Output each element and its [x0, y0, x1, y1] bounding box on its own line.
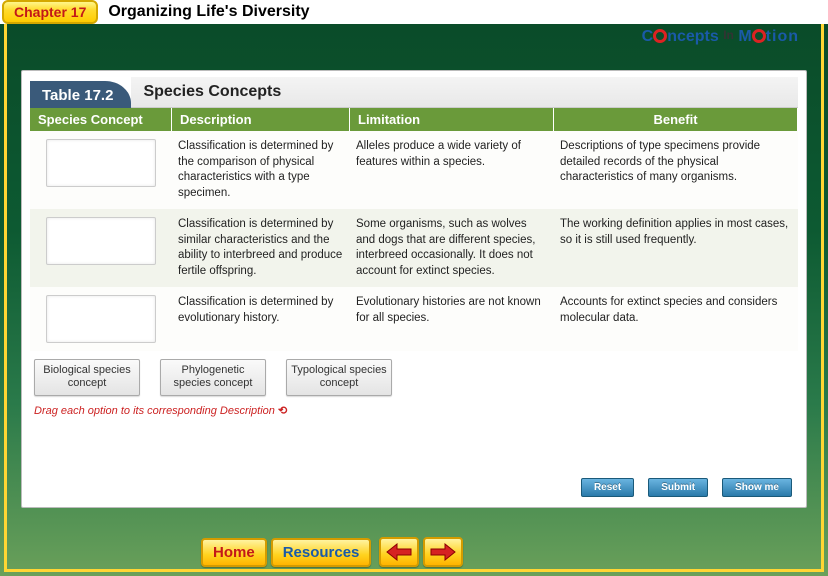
resources-button[interactable]: Resources: [271, 538, 372, 567]
chapter-tab: Chapter 17: [2, 0, 98, 24]
show-me-button[interactable]: Show me: [722, 478, 792, 497]
next-arrow-button[interactable]: [423, 537, 463, 567]
drop-target[interactable]: [46, 295, 156, 343]
home-button[interactable]: Home: [201, 538, 267, 567]
drag-item-phylogenetic[interactable]: Phylogenetic species concept: [160, 359, 266, 395]
brand-in: In: [723, 28, 734, 42]
arrow-right-icon: [429, 543, 457, 561]
drag-item-biological[interactable]: Biological species concept: [34, 359, 140, 395]
drag-item-typological[interactable]: Typological species concept: [286, 359, 392, 395]
cell-description: Classification is determined by evolutio…: [172, 291, 350, 347]
cell-description: Classification is determined by similar …: [172, 213, 350, 283]
table-body: Classification is determined by the comp…: [30, 131, 798, 351]
table-row: Classification is determined by evolutio…: [30, 287, 798, 351]
target-icon: [752, 29, 766, 43]
table-number-tab: Table 17.2: [30, 81, 131, 108]
redo-icon: ⟲: [278, 405, 287, 417]
drop-cell: [30, 213, 172, 283]
hint-text: Drag each option to its corresponding De…: [34, 405, 275, 417]
brand-ncepts: ncepts: [667, 28, 719, 45]
chapter-title: Organizing Life's Diversity: [108, 3, 309, 21]
cell-limitation: Evolutionary histories are not known for…: [350, 291, 554, 347]
arrow-left-icon: [385, 543, 413, 561]
drop-cell: [30, 291, 172, 347]
table-title: Species Concepts: [131, 77, 798, 108]
cell-benefit: Descriptions of type specimens provide d…: [554, 135, 798, 205]
table-header-row: Table 17.2 Species Concepts: [30, 77, 798, 108]
cell-benefit: Accounts for extinct species and conside…: [554, 291, 798, 347]
col-header-benefit: Benefit: [554, 108, 798, 131]
table-row: Classification is determined by similar …: [30, 209, 798, 287]
brand-tion: tion: [766, 28, 799, 45]
drop-target[interactable]: [46, 139, 156, 187]
content-area: Cncepts In Mtion Table 17.2 Species Conc…: [4, 24, 824, 572]
brand-m: M: [738, 28, 751, 45]
submit-button[interactable]: Submit: [648, 478, 708, 497]
table-row: Classification is determined by the comp…: [30, 131, 798, 209]
drag-options-row: Biological species concept Phylogenetic …: [30, 351, 798, 395]
cell-limitation: Alleles produce a wide variety of featur…: [350, 135, 554, 205]
activity-panel: Table 17.2 Species Concepts Species Conc…: [21, 70, 807, 508]
action-buttons: Reset Submit Show me: [581, 478, 792, 497]
cell-description: Classification is determined by the comp…: [172, 135, 350, 205]
header-bar: Chapter 17 Organizing Life's Diversity: [0, 0, 828, 24]
footer-nav: Home Resources: [201, 537, 463, 567]
col-header-description: Description: [172, 108, 350, 131]
app-frame: Chapter 17 Organizing Life's Diversity C…: [0, 0, 828, 576]
cell-benefit: The working definition applies in most c…: [554, 213, 798, 283]
brand-c: C: [642, 28, 654, 45]
instruction-text: Drag each option to its corresponding De…: [30, 396, 798, 417]
cell-limitation: Some organisms, such as wolves and dogs …: [350, 213, 554, 283]
table-column-headers: Species Concept Description Limitation B…: [30, 108, 798, 131]
brand-logo: Cncepts In Mtion: [642, 28, 799, 46]
drop-target[interactable]: [46, 217, 156, 265]
reset-button[interactable]: Reset: [581, 478, 634, 497]
col-header-species-concept: Species Concept: [30, 108, 172, 131]
target-icon: [653, 29, 667, 43]
col-header-limitation: Limitation: [350, 108, 554, 131]
drop-cell: [30, 135, 172, 205]
prev-arrow-button[interactable]: [379, 537, 419, 567]
